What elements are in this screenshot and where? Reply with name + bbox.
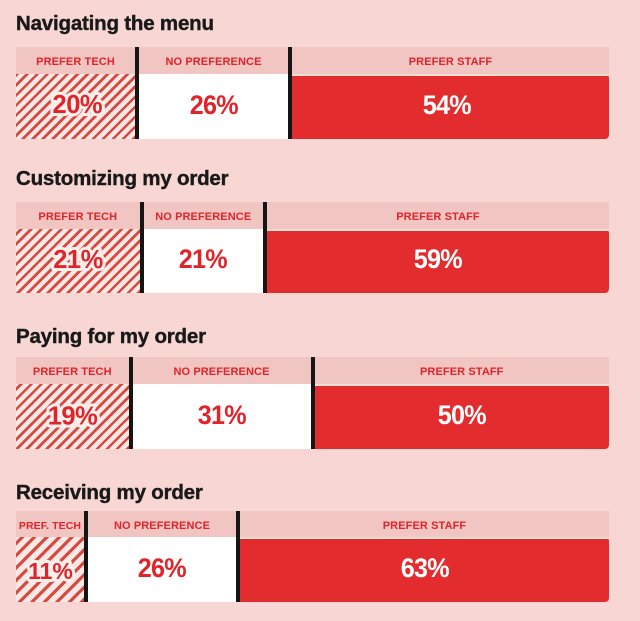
svg-text:20%: 20% bbox=[53, 91, 103, 119]
svg-text:21%: 21% bbox=[53, 246, 103, 274]
svg-text:19%: 19% bbox=[48, 403, 98, 431]
svg-text:11%: 11% bbox=[28, 558, 73, 584]
